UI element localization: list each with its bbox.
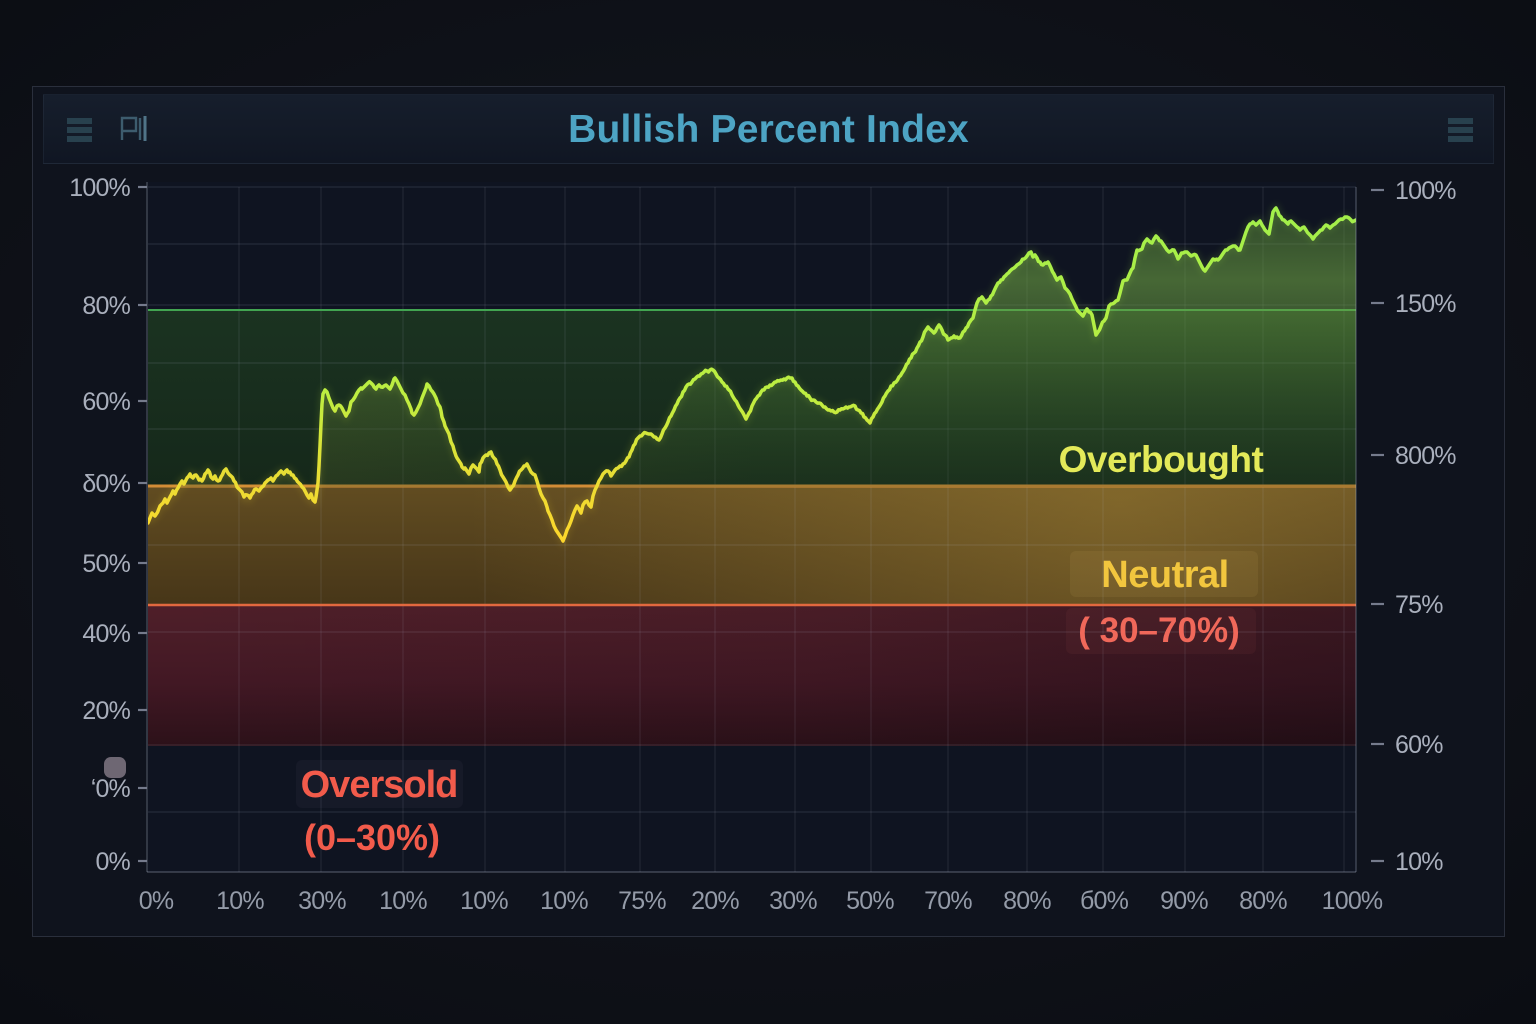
svg-text:800%: 800% <box>1395 442 1456 470</box>
svg-text:Neutral: Neutral <box>1101 554 1228 596</box>
svg-text:0%: 0% <box>139 887 174 915</box>
svg-text:30%: 30% <box>769 887 817 915</box>
svg-text:10%: 10% <box>540 887 588 915</box>
svg-text:80%: 80% <box>82 292 130 320</box>
svg-text:Overbought: Overbought <box>1059 439 1264 480</box>
svg-text:100%: 100% <box>1322 887 1383 915</box>
svg-text:δ0%: δ0% <box>82 470 130 498</box>
svg-text:50%: 50% <box>846 887 894 915</box>
svg-text:40%: 40% <box>82 620 130 648</box>
svg-text:10%: 10% <box>379 887 427 915</box>
svg-text:90%: 90% <box>1160 887 1208 915</box>
svg-text:20%: 20% <box>82 697 130 725</box>
svg-text:30%: 30% <box>298 887 346 915</box>
svg-text:(0–30%): (0–30%) <box>304 817 440 858</box>
svg-text:75%: 75% <box>618 887 666 915</box>
svg-text:60%: 60% <box>82 388 130 416</box>
svg-text:100%: 100% <box>69 174 130 202</box>
svg-text:60%: 60% <box>1395 731 1443 759</box>
svg-text:( 30–70%): ( 30–70%) <box>1078 611 1239 650</box>
svg-text:80%: 80% <box>1239 887 1287 915</box>
svg-text:70%: 70% <box>924 887 972 915</box>
svg-text:100%: 100% <box>1395 177 1456 205</box>
svg-text:20%: 20% <box>691 887 739 915</box>
svg-text:80%: 80% <box>1003 887 1051 915</box>
svg-text:ʻ0%: ʻ0% <box>91 775 131 803</box>
svg-text:Oversold: Oversold <box>301 764 458 806</box>
svg-text:10%: 10% <box>460 887 508 915</box>
svg-text:0%: 0% <box>95 848 130 876</box>
svg-text:50%: 50% <box>82 550 130 578</box>
svg-text:75%: 75% <box>1395 591 1443 619</box>
svg-text:10%: 10% <box>216 887 264 915</box>
svg-text:150%: 150% <box>1395 290 1456 318</box>
svg-text:б0%: б0% <box>1080 887 1129 915</box>
svg-text:10%: 10% <box>1395 848 1443 876</box>
